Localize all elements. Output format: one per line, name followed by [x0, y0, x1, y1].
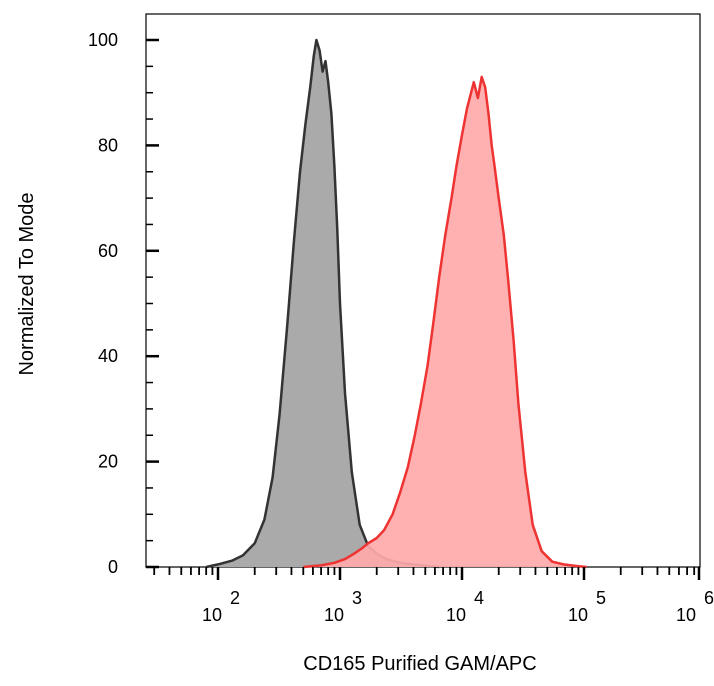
y-tick-label: 80 [98, 135, 118, 155]
series-layer [205, 38, 587, 569]
x-tick-exponent: 2 [230, 588, 240, 608]
x-tick-label: 10 [676, 605, 696, 625]
y-axis: 0 20 40 60 80 100 [88, 30, 159, 577]
y-tick-label: 40 [98, 346, 118, 366]
x-axis: 10 2 10 3 10 4 10 5 10 6 [153, 567, 714, 625]
x-tick-label: 10 [202, 605, 222, 625]
x-tick-label: 10 [568, 605, 588, 625]
series-1-line [303, 75, 587, 569]
x-tick-exponent: 4 [474, 588, 484, 608]
x-tick-exponent: 6 [704, 588, 714, 608]
y-tick-label: 20 [98, 452, 118, 472]
y-tick-label: 0 [108, 557, 118, 577]
series-0-area [206, 40, 440, 567]
x-tick-exponent: 5 [596, 588, 606, 608]
y-tick-label: 100 [88, 30, 118, 50]
x-tick-label: 10 [446, 605, 466, 625]
x-tick-label: 10 [324, 605, 344, 625]
y-tick-label: 60 [98, 241, 118, 261]
series-1-area [303, 76, 587, 568]
x-axis-title: CD165 Purified GAM/APC [303, 653, 536, 675]
y-axis-title: Normalized To Mode [16, 192, 38, 375]
x-tick-exponent: 3 [352, 588, 362, 608]
